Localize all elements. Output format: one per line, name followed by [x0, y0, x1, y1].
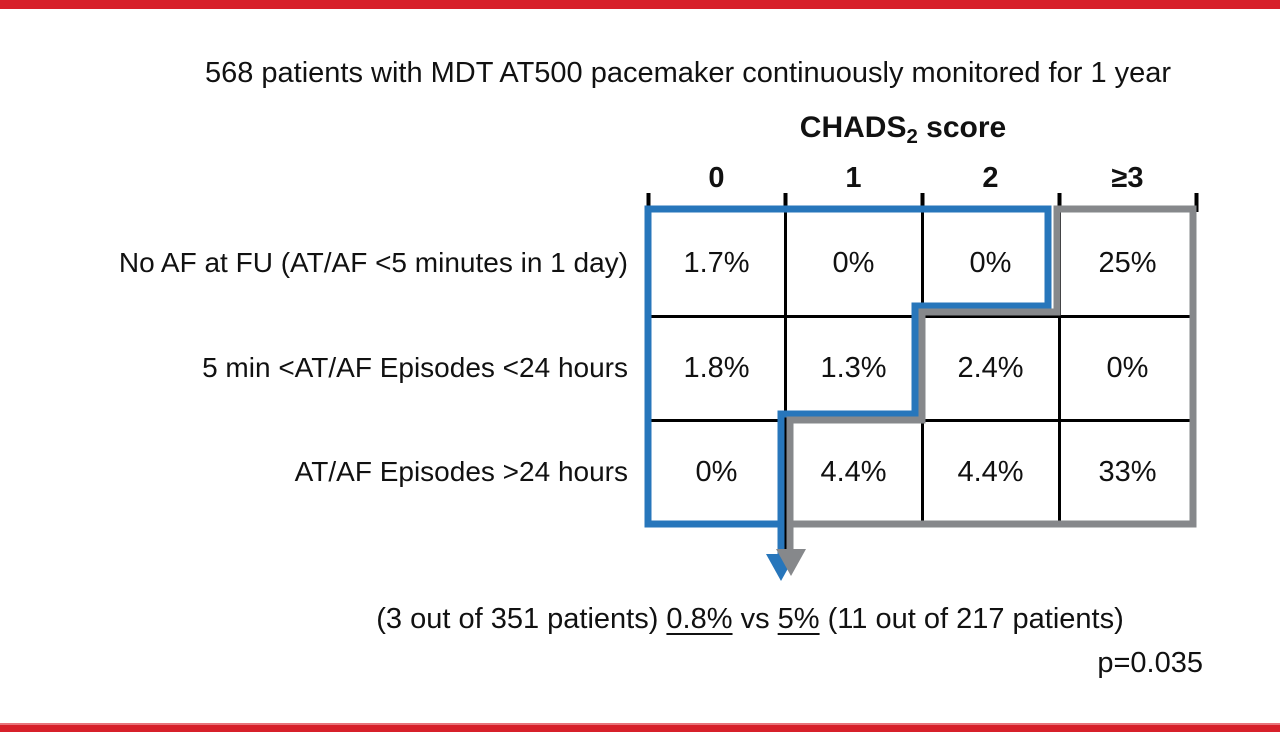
- table-cell-r3c3: 4.4%: [957, 456, 1024, 488]
- top-red-bar: [0, 0, 1280, 9]
- chads-text: CHADS: [799, 111, 907, 144]
- table-cell-r2c2: 1.3%: [820, 351, 887, 384]
- high-risk-region-outline: [786, 205, 1197, 528]
- comparison-right: (11 out of 217 patients): [819, 603, 1124, 635]
- column-header-2: 2: [982, 162, 999, 194]
- table-cell-r2c4: 0%: [1106, 351, 1149, 384]
- table-cell-r2c1: 1.8%: [683, 351, 750, 384]
- column-tick-marks: [646, 193, 1199, 212]
- column-header-1: 1: [845, 162, 862, 194]
- chads-subscript: 2: [906, 125, 918, 148]
- chads-score-header: CHADS2 score: [753, 110, 1053, 148]
- comparison-left: (3 out of 351 patients): [376, 603, 667, 635]
- row-label-over-24h: AT/AF Episodes >24 hours: [294, 456, 628, 487]
- table-cell-r1c1: 1.7%: [683, 247, 750, 279]
- column-header-ge3: ≥3: [1111, 162, 1144, 194]
- table-cell-r1c4: 25%: [1098, 247, 1157, 279]
- table-cell-r1c2: 0%: [832, 247, 875, 279]
- row-label-no-af: No AF at FU (AT/AF <5 minutes in 1 day): [118, 247, 628, 278]
- table-cell-r3c1: 0%: [695, 456, 738, 488]
- table-cell-r3c2: 4.4%: [820, 456, 887, 488]
- high-risk-rate: 5%: [777, 603, 820, 635]
- bottom-red-bar: [0, 723, 1280, 732]
- comparison-vs: vs: [732, 603, 778, 635]
- low-risk-rate: 0.8%: [666, 603, 733, 635]
- p-value: p=0.035: [1097, 647, 1203, 679]
- column-header-0: 0: [708, 162, 725, 194]
- row-label-5min-24h: 5 min <AT/AF Episodes <24 hours: [202, 352, 628, 383]
- table-cell-r1c3: 0%: [969, 247, 1012, 279]
- table-cell-r2c3: 2.4%: [957, 351, 1024, 384]
- figure-title: 568 patients with MDT AT500 pacemaker co…: [204, 57, 1172, 89]
- comparison-summary: (3 out of 351 patients) 0.8% vs 5% (11 o…: [250, 601, 1250, 637]
- low-risk-region-outline: [644, 205, 1052, 528]
- gray-arrow-head-icon: [776, 549, 806, 576]
- table-cell-r3c4: 33%: [1098, 456, 1157, 488]
- score-text: score: [917, 111, 1007, 144]
